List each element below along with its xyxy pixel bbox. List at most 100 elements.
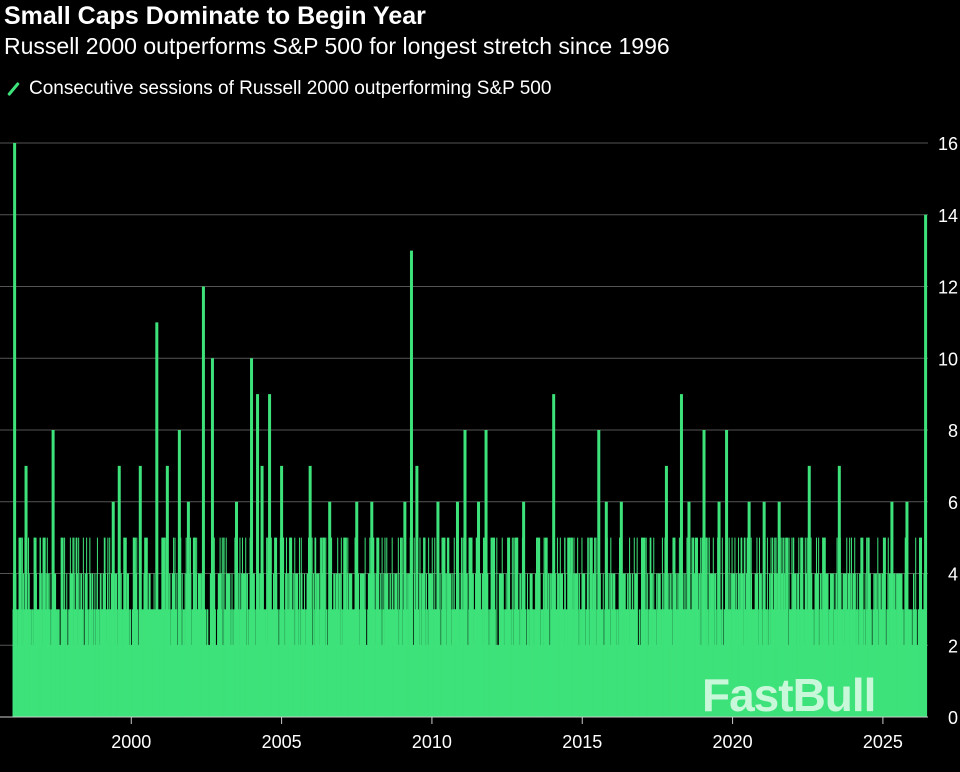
- bar-peak: [18, 537, 22, 717]
- bar-peak: [171, 573, 175, 717]
- bar: [923, 573, 925, 717]
- bar-peak: [349, 573, 353, 717]
- y-tick-label: 6: [948, 493, 958, 513]
- bar-peak: [762, 501, 766, 717]
- bar: [581, 537, 583, 717]
- bar: [806, 537, 808, 717]
- bar-peak: [256, 394, 260, 717]
- bar-peak: [455, 501, 459, 717]
- bar-peak: [201, 286, 205, 717]
- bar-peak: [421, 573, 425, 717]
- bar-peak: [710, 573, 714, 717]
- bar-peak: [308, 465, 312, 717]
- bar-peak: [574, 573, 578, 717]
- bar: [496, 537, 498, 717]
- bar-peak: [664, 465, 668, 717]
- bar-peak: [51, 430, 55, 717]
- bar: [692, 537, 694, 717]
- bar-peak: [161, 537, 165, 717]
- bar-peak: [469, 537, 473, 717]
- bar: [381, 537, 383, 717]
- bar: [818, 537, 820, 717]
- bar-peak: [860, 537, 864, 717]
- bar-peak: [111, 501, 115, 717]
- bar: [588, 537, 590, 717]
- bar: [401, 537, 403, 717]
- bar-peak: [649, 573, 653, 717]
- bar-peak: [165, 465, 169, 717]
- bar-peak: [484, 430, 488, 717]
- bar-peak: [732, 573, 736, 717]
- bar: [570, 537, 572, 717]
- fastbull-logo: FastBull: [702, 669, 876, 721]
- bar: [629, 537, 631, 717]
- x-tick-label: 2000: [111, 732, 151, 752]
- bar-peak: [60, 537, 64, 717]
- bar-peak: [192, 537, 196, 717]
- bar: [571, 537, 573, 717]
- bar-peak: [442, 537, 446, 717]
- bar-peak: [138, 465, 142, 717]
- bar-peak: [755, 573, 759, 717]
- bar-peak: [642, 537, 646, 717]
- bar-peak: [777, 501, 781, 717]
- x-tick-label: 2010: [412, 732, 452, 752]
- bar-peak: [132, 537, 136, 717]
- bar-peak: [370, 501, 374, 717]
- x-tick-label: 2015: [562, 732, 602, 752]
- bar: [96, 537, 98, 717]
- bar-peak: [343, 537, 347, 717]
- bar-peak: [42, 537, 46, 717]
- x-tick-label: 2020: [713, 732, 753, 752]
- y-tick-label: 14: [938, 206, 958, 226]
- bar-peak: [385, 573, 389, 717]
- bar: [419, 537, 421, 717]
- bar-peak: [186, 501, 190, 717]
- bar: [144, 537, 146, 717]
- bar-peak: [316, 573, 320, 717]
- bar-peak: [403, 501, 407, 717]
- bar-peak: [234, 501, 238, 717]
- bar-peak: [289, 537, 293, 717]
- bar-peak: [250, 358, 254, 717]
- bar: [810, 537, 812, 717]
- bar-peak: [867, 573, 871, 717]
- bar: [746, 537, 748, 717]
- bar-peak: [428, 573, 432, 717]
- bar-peak: [514, 537, 518, 717]
- bar: [340, 537, 342, 717]
- bar-peak: [295, 573, 299, 717]
- bar-peak: [875, 609, 879, 717]
- bar-peak: [477, 501, 481, 717]
- bar-peak: [837, 465, 841, 717]
- bar-peak: [328, 501, 332, 717]
- bar-peak: [612, 573, 616, 717]
- y-tick-label: 2: [948, 636, 958, 656]
- bar-peak: [672, 537, 676, 717]
- bar: [397, 537, 399, 717]
- bar-peak: [210, 358, 214, 717]
- legend-label: Consecutive sessions of Russell 2000 out…: [29, 78, 552, 99]
- bar-peak: [499, 573, 503, 717]
- bar-peak: [415, 465, 419, 717]
- bar-peak: [582, 573, 586, 717]
- x-tick-label: 2025: [863, 732, 903, 752]
- bar-peak: [268, 394, 272, 717]
- bar-peak: [225, 573, 229, 717]
- bar-peak: [537, 537, 541, 717]
- bar: [618, 537, 620, 717]
- bar-peak: [694, 537, 698, 717]
- bar-peak: [597, 430, 601, 717]
- bar: [82, 537, 84, 717]
- bar-peak: [905, 501, 909, 717]
- bar-peak: [24, 465, 28, 717]
- bar: [136, 537, 138, 717]
- bar: [315, 537, 317, 717]
- bar: [595, 537, 597, 717]
- bar: [766, 537, 768, 717]
- bar: [283, 537, 285, 717]
- bar-peak: [492, 537, 496, 717]
- bar: [728, 537, 730, 717]
- bar-peak: [589, 537, 593, 717]
- bar-peak: [218, 573, 222, 717]
